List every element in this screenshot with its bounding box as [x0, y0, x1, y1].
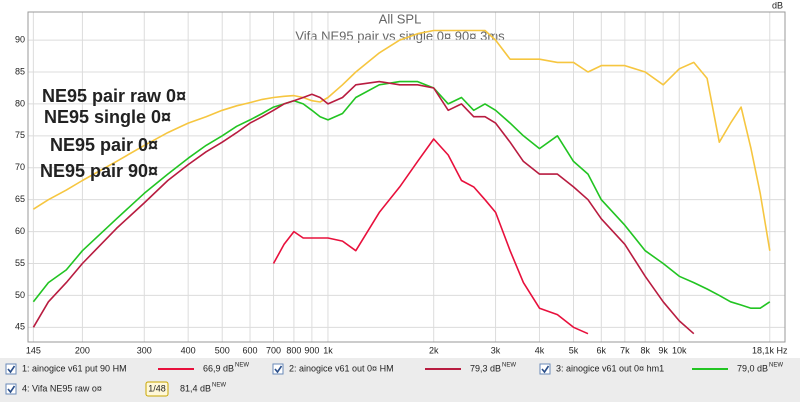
legend-label: 3: ainogice v61 out 0¤ hm1: [556, 363, 664, 373]
legend-checkbox: [539, 363, 551, 375]
legend-label: 1: ainogice v61 put 90 HM: [22, 363, 127, 373]
y-tick-label: 60: [15, 226, 25, 236]
legend-panel: [0, 358, 800, 402]
series-line: [32, 29, 771, 251]
legend-check: [274, 365, 283, 374]
series-line: [272, 138, 589, 335]
legend-badge: NEW: [235, 363, 249, 369]
legend-checkbox: [272, 363, 284, 375]
y-tick-label: 80: [15, 98, 25, 108]
legend-level: 79,3 dB: [470, 363, 501, 373]
legend-badge: NEW: [212, 383, 226, 389]
y-tick-label: 90: [15, 34, 25, 44]
x-tick-label: 1k: [323, 345, 333, 355]
y-tick-label: 55: [15, 258, 25, 268]
x-tick-label: 2k: [429, 345, 439, 355]
series-line: [32, 80, 771, 309]
legend-check: [7, 365, 16, 374]
x-tick-label: 300: [137, 345, 152, 355]
legend-level: 79,0 dB: [737, 363, 768, 373]
series-line: [32, 80, 695, 335]
x-tick-label: 6k: [597, 345, 607, 355]
x-tick-label: 10k: [672, 345, 687, 355]
legend-label: 2: ainogice v61 out 0¤ HM: [289, 363, 394, 373]
x-tick-label: 200: [75, 345, 90, 355]
x-tick-label: 4k: [535, 345, 545, 355]
legend-smoothing: 1/48: [148, 383, 166, 393]
x-tick-label: 500: [215, 345, 230, 355]
annotation: NE95 pair 90¤: [40, 161, 158, 181]
plot-frame: [27, 11, 786, 343]
x-tick-label: 600: [243, 345, 258, 355]
y-tick-label: 50: [15, 290, 25, 300]
x-tick-label: 7k: [620, 345, 630, 355]
y-tick-label: 65: [15, 194, 25, 204]
y-tick-label: 70: [15, 162, 25, 172]
legend-level: 81,4 dB: [180, 383, 211, 393]
annotation: NE95 single 0¤: [44, 107, 171, 127]
x-tick-label: 3k: [491, 345, 501, 355]
legend-checkbox: [5, 363, 17, 375]
legend-checkbox: [5, 383, 17, 395]
legend-label: 4: Vifa NE95 raw o¤: [22, 383, 102, 393]
legend-level: 66,9 dB: [203, 363, 234, 373]
y-tick-label: 85: [15, 66, 25, 76]
legend-check: [7, 385, 16, 394]
y-axis-label: dB: [772, 0, 783, 10]
x-tick-label: 800: [286, 345, 301, 355]
legend-badge: NEW: [769, 363, 783, 369]
x-tick-label: 400: [181, 345, 196, 355]
x-tick-label: 900: [304, 345, 319, 355]
y-tick-label: 45: [15, 322, 25, 332]
x-tick-label: 5k: [569, 345, 579, 355]
x-tick-label: 18,1k Hz: [752, 345, 788, 355]
chart-title: All SPL: [379, 11, 422, 26]
annotation: NE95 pair raw 0¤: [42, 86, 186, 106]
x-tick-label: 145: [26, 345, 41, 355]
y-tick-label: 75: [15, 130, 25, 140]
annotation: NE95 pair 0¤: [50, 135, 158, 155]
legend-check: [541, 365, 550, 374]
x-tick-label: 700: [266, 345, 281, 355]
x-tick-label: 8k: [640, 345, 650, 355]
x-tick-label: 9k: [658, 345, 668, 355]
legend-smoothing-box: [145, 381, 169, 397]
legend-badge: NEW: [502, 363, 516, 369]
chart-background: [0, 0, 800, 356]
